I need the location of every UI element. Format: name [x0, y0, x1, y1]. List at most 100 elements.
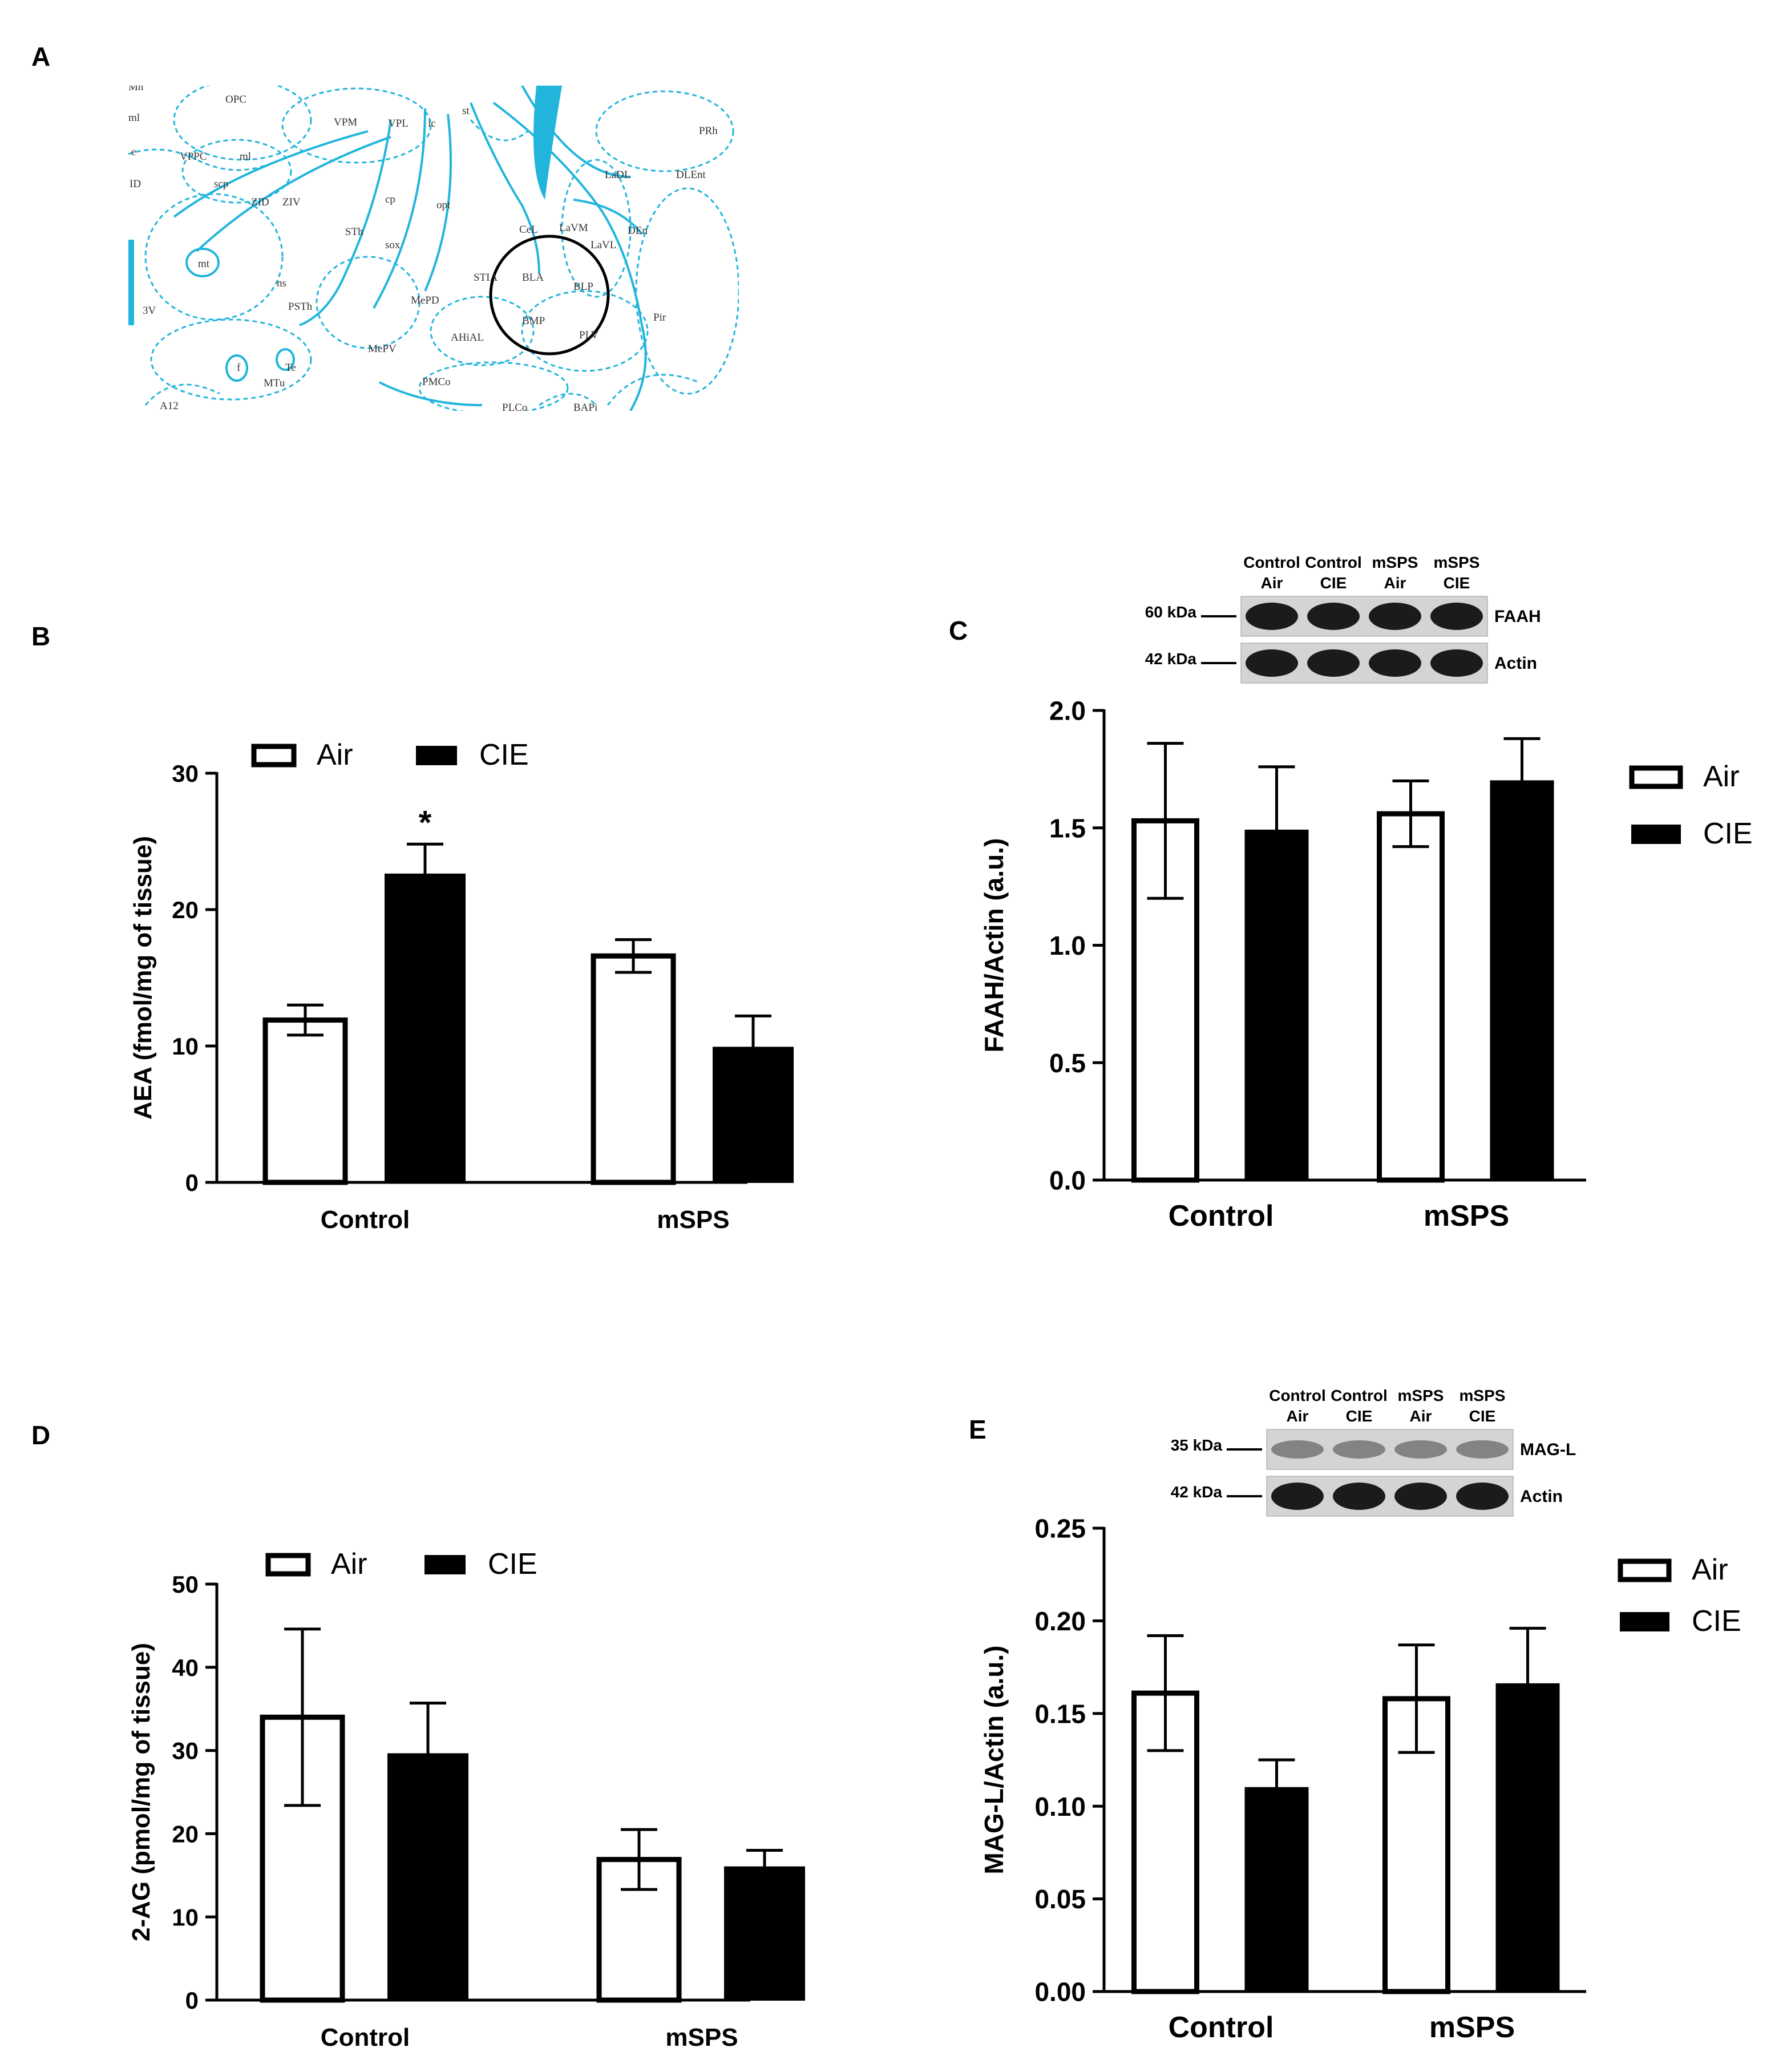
bar-c-cie-msps — [1490, 780, 1554, 1181]
atlas-label-30: MePD — [411, 294, 439, 306]
atlas-label-40: 3V — [143, 305, 156, 317]
blot-lane-group-c-3: mSPS — [1434, 554, 1480, 571]
blot-lane-treatment-e-1: CIE — [1346, 1407, 1373, 1425]
blot-band-e-1-3 — [1456, 1483, 1509, 1510]
atlas-label-group: Mn ml e ID OPC VPPC ml scp ZID ZIV VPM VPL ic st cp STh… — [128, 86, 718, 411]
atlas-label-23: PRh — [699, 125, 718, 137]
y-tick-label-d-1: 10 — [172, 1904, 199, 1930]
blot-lane-group-e-3: mSPS — [1459, 1387, 1506, 1404]
blot-lane-group-c-2: mSPS — [1372, 554, 1418, 571]
blot-band-e-0-3 — [1456, 1440, 1509, 1459]
panel-letter-c: C — [949, 616, 968, 645]
blot-lane-treatment-e-2: Air — [1410, 1407, 1432, 1425]
blot-band-e-0-1 — [1333, 1440, 1385, 1459]
blot-lane-group-e-2: mSPS — [1398, 1387, 1444, 1404]
atlas-label-15: STh — [345, 226, 363, 238]
y-tick-label-b-2: 20 — [172, 896, 199, 923]
atlas-label-17: opt — [436, 199, 451, 211]
blot-marker-label-c-1: 42 kDa — [1145, 650, 1197, 668]
blot-band-label-c-1: Actin — [1494, 654, 1537, 673]
blot-lane-group-e-1: Control — [1331, 1387, 1388, 1404]
y-tick-label-e-4: 0.20 — [1034, 1606, 1086, 1636]
blot-band-c-1-0 — [1246, 649, 1298, 677]
brain-atlas-diagram: Mn ml e ID OPC VPPC ml scp ZID ZIV VPM VPL ic st cp STh… — [128, 86, 739, 411]
blot-band-e-1-1 — [1333, 1483, 1385, 1510]
legend-swatch-d-air — [265, 1553, 311, 1577]
atlas-label-36: Pir — [653, 312, 666, 324]
panel-letter-a: A — [31, 42, 51, 71]
atlas-label-21: LaDL — [605, 169, 630, 181]
y-tick-label-c-2: 1.0 — [1049, 931, 1086, 960]
atlas-label-19: LaVM — [559, 222, 588, 234]
atlas-label-10: VPM — [334, 116, 357, 128]
significance-marker-b-0: * — [419, 804, 432, 841]
atlas-label-20: LaVL — [591, 239, 616, 251]
blot-band-e-1-0 — [1271, 1483, 1324, 1510]
y-tick-label-e-0: 0.00 — [1034, 1977, 1086, 2007]
y-tick-label-b-1: 10 — [172, 1033, 199, 1060]
atlas-label-24: DEn — [628, 225, 648, 237]
atlas-label-6: ml — [240, 151, 251, 163]
legend-label-d-air: Air — [331, 1548, 367, 1581]
panel-letter-e: E — [969, 1415, 987, 1444]
category-label-c-1: mSPS — [1424, 1199, 1509, 1233]
atlas-label-3: ID — [130, 178, 141, 190]
atlas-label-29: STIA — [474, 272, 498, 284]
blot-band-e-0-2 — [1394, 1440, 1447, 1459]
blot-band-label-e-0: MAG-L — [1520, 1440, 1576, 1459]
atlas-label-44: A12 — [160, 400, 179, 411]
atlas-ventricle — [128, 240, 134, 325]
legend-label-c-cie: CIE — [1703, 817, 1753, 850]
legend-label-c-air: Air — [1703, 760, 1740, 793]
legend-label-d-cie: CIE — [488, 1548, 537, 1581]
blot-band-e-0-0 — [1271, 1440, 1324, 1459]
blot-band-e-1-2 — [1394, 1483, 1447, 1510]
y-axis-label-c: FAAH/Actin (a.u.) — [979, 838, 1009, 1053]
legend-swatch-e-air — [1618, 1558, 1672, 1582]
legend-swatch-b-air — [251, 744, 297, 768]
bar-d-cie-control — [387, 1753, 468, 2001]
y-axis-label-d: 2-AG (pmol/mg of tissue) — [127, 1643, 155, 1941]
atlas-label-39: PSTh — [288, 301, 313, 313]
y-tick-label-c-1: 0.5 — [1049, 1048, 1086, 1078]
atlas-label-0: Mn — [128, 86, 144, 93]
bar-e-cie-control — [1244, 1787, 1309, 1992]
atlas-label-5: VPPC — [180, 151, 207, 163]
atlas-label-12: ic — [428, 118, 436, 130]
bar-e-cie-msps — [1495, 1683, 1560, 1993]
y-tick-label-e-1: 0.05 — [1034, 1884, 1086, 1914]
atlas-label-4: OPC — [225, 94, 246, 106]
bar-b-air-control — [262, 1017, 348, 1185]
blot-band-c-0-1 — [1307, 603, 1360, 630]
legend-label-e-cie: CIE — [1692, 1605, 1741, 1638]
legend-swatch-b-cie — [416, 746, 457, 765]
atlas-dashed-outlines — [128, 86, 739, 411]
y-tick-label-b-0: 0 — [185, 1169, 199, 1196]
y-axis-label-e: MAG-L/Actin (a.u.) — [979, 1645, 1009, 1874]
blot-band-c-0-2 — [1369, 603, 1421, 630]
blot-marker-label-e-0: 35 kDa — [1171, 1436, 1223, 1454]
legend-label-e-air: Air — [1692, 1553, 1728, 1586]
atlas-label-34: PLCo — [502, 402, 527, 411]
atlas-label-31: MePV — [368, 343, 397, 355]
blot-band-label-c-0: FAAH — [1494, 607, 1541, 626]
blot-lane-treatment-c-3: CIE — [1444, 574, 1470, 592]
atlas-label-2: e — [131, 146, 136, 158]
atlas-label-37: mt — [198, 258, 210, 270]
bar-e-air-control — [1131, 1690, 1199, 1994]
y-tick-label-d-2: 20 — [172, 1821, 199, 1848]
atlas-label-25: BLA — [522, 272, 544, 284]
legend-swatch-e-cie — [1620, 1612, 1669, 1631]
blot-band-c-1-1 — [1307, 649, 1360, 677]
atlas-label-41: f — [237, 362, 241, 374]
category-label-c-0: Control — [1169, 1199, 1274, 1233]
blot-lane-treatment-e-0: Air — [1287, 1407, 1309, 1425]
bar-c-cie-control — [1244, 829, 1309, 1181]
y-tick-label-e-5: 0.25 — [1034, 1514, 1086, 1544]
category-label-e-0: Control — [1169, 2011, 1274, 2044]
category-label-b-1: mSPS — [657, 1206, 729, 1234]
y-tick-label-c-0: 0.0 — [1049, 1166, 1086, 1195]
y-tick-label-d-3: 30 — [172, 1738, 199, 1764]
